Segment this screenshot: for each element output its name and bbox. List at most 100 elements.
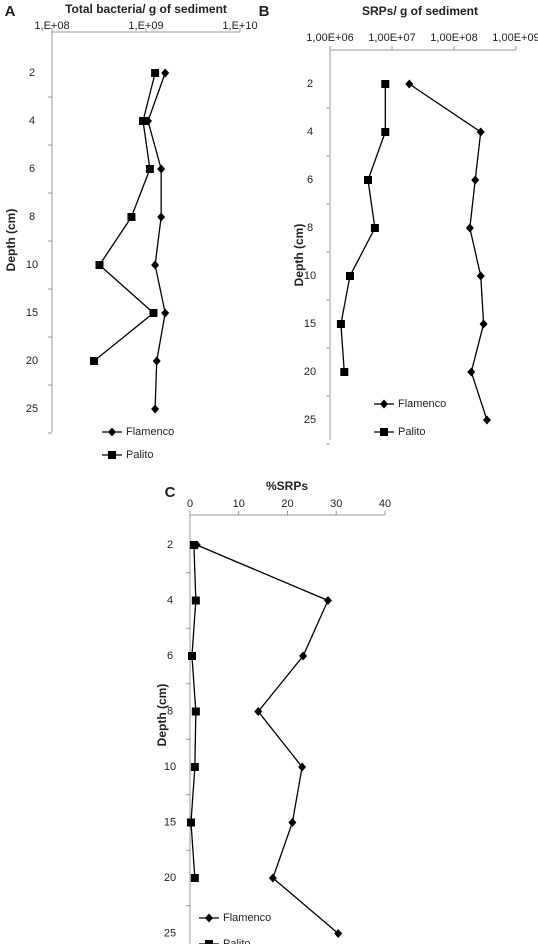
data-point: [95, 261, 104, 269]
x-tick-label: 1,00E+08: [430, 32, 477, 44]
data-point: [186, 818, 195, 827]
data-point: [139, 117, 148, 125]
data-point: [340, 368, 349, 376]
data-point: [298, 762, 307, 772]
data-point: [161, 68, 170, 78]
data-point: [323, 596, 332, 605]
y-tick-label: 25: [304, 414, 316, 426]
y-tick-label: 8: [167, 705, 173, 717]
y-tick-label: 10: [26, 259, 38, 271]
legend-label: Palito: [223, 938, 251, 944]
y-axis-label: Depth (cm): [4, 209, 18, 272]
y-tick-label: 25: [164, 927, 176, 939]
legend-marker: [380, 399, 388, 409]
y-axis-label: Depth (cm): [155, 684, 169, 747]
data-point: [191, 596, 200, 605]
x-tick-label: 1,00E+09: [492, 32, 538, 44]
legend-label: Palito: [398, 426, 426, 438]
data-point: [151, 260, 160, 270]
data-point: [149, 309, 158, 317]
data-point: [363, 176, 372, 184]
y-tick-label: 25: [26, 403, 38, 415]
data-point: [268, 873, 277, 883]
series-line: [147, 72, 166, 410]
x-tick-label: 40: [379, 498, 391, 510]
data-point: [189, 541, 198, 549]
series-line: [408, 83, 488, 421]
data-point: [288, 818, 297, 827]
x-tick-label: 30: [330, 498, 342, 510]
legend-label: Palito: [126, 449, 154, 461]
data-point: [370, 224, 379, 232]
axis-title: %SRPs: [266, 479, 308, 493]
y-tick-label: 2: [307, 78, 313, 90]
axis-title: SRPs/ g of sediment: [362, 4, 478, 18]
legend-label: Flamenco: [398, 398, 446, 410]
data-point: [190, 763, 199, 771]
y-tick-label: 4: [307, 126, 313, 138]
y-tick-label: 4: [29, 115, 35, 127]
data-point: [476, 127, 485, 137]
x-tick-label: 0: [187, 498, 193, 510]
panel-label: A: [5, 3, 16, 20]
data-point: [151, 404, 160, 414]
y-tick-label: 2: [29, 67, 35, 79]
data-point: [471, 175, 480, 185]
data-point: [482, 415, 491, 425]
y-tick-label: 2: [167, 539, 173, 551]
series-line: [196, 544, 339, 934]
panel-label: B: [259, 3, 270, 20]
legend-marker: [108, 451, 116, 459]
legend-marker: [380, 428, 388, 436]
y-tick-label: 6: [307, 174, 313, 186]
x-tick-label: 1,E+10: [222, 20, 257, 32]
y-tick-label: 10: [304, 270, 316, 282]
y-tick-label: 15: [164, 816, 176, 828]
data-point: [187, 652, 196, 660]
panel-label: C: [165, 484, 176, 501]
x-tick-label: 1,00E+07: [368, 32, 415, 44]
x-tick-label: 1,E+08: [34, 20, 69, 32]
data-point: [190, 874, 199, 882]
y-tick-label: 10: [164, 761, 176, 773]
y-tick-label: 20: [164, 872, 176, 884]
data-point: [299, 651, 308, 661]
data-point: [467, 367, 476, 377]
legend-label: Flamenco: [223, 912, 271, 924]
data-point: [157, 212, 166, 222]
legend-marker: [205, 940, 213, 944]
data-point: [345, 272, 354, 280]
x-tick-label: 1,E+09: [128, 20, 163, 32]
data-point: [381, 128, 390, 136]
y-tick-label: 15: [304, 318, 316, 330]
data-point: [381, 80, 390, 88]
data-point: [145, 165, 154, 173]
axis-title: Total bacteria/ g of sediment: [65, 2, 227, 16]
legend-marker: [108, 427, 116, 437]
data-point: [479, 319, 488, 329]
x-tick-label: 1,00E+06: [306, 32, 353, 44]
data-point: [127, 213, 136, 221]
y-tick-label: 20: [304, 366, 316, 378]
y-tick-label: 8: [307, 222, 313, 234]
legend-label: Flamenco: [126, 426, 174, 438]
data-point: [157, 164, 166, 174]
data-point: [254, 707, 263, 716]
y-tick-label: 6: [29, 163, 35, 175]
x-tick-label: 20: [281, 498, 293, 510]
y-tick-label: 4: [167, 594, 173, 606]
data-point: [405, 79, 414, 89]
data-point: [476, 271, 485, 281]
data-point: [334, 929, 343, 938]
data-point: [161, 308, 170, 318]
legend-marker: [205, 913, 213, 923]
y-tick-label: 8: [29, 211, 35, 223]
data-point: [152, 356, 161, 366]
data-point: [90, 357, 99, 365]
data-point: [191, 707, 200, 716]
y-tick-label: 6: [167, 650, 173, 662]
x-tick-label: 10: [233, 498, 245, 510]
y-tick-label: 15: [26, 307, 38, 319]
data-point: [465, 223, 474, 233]
